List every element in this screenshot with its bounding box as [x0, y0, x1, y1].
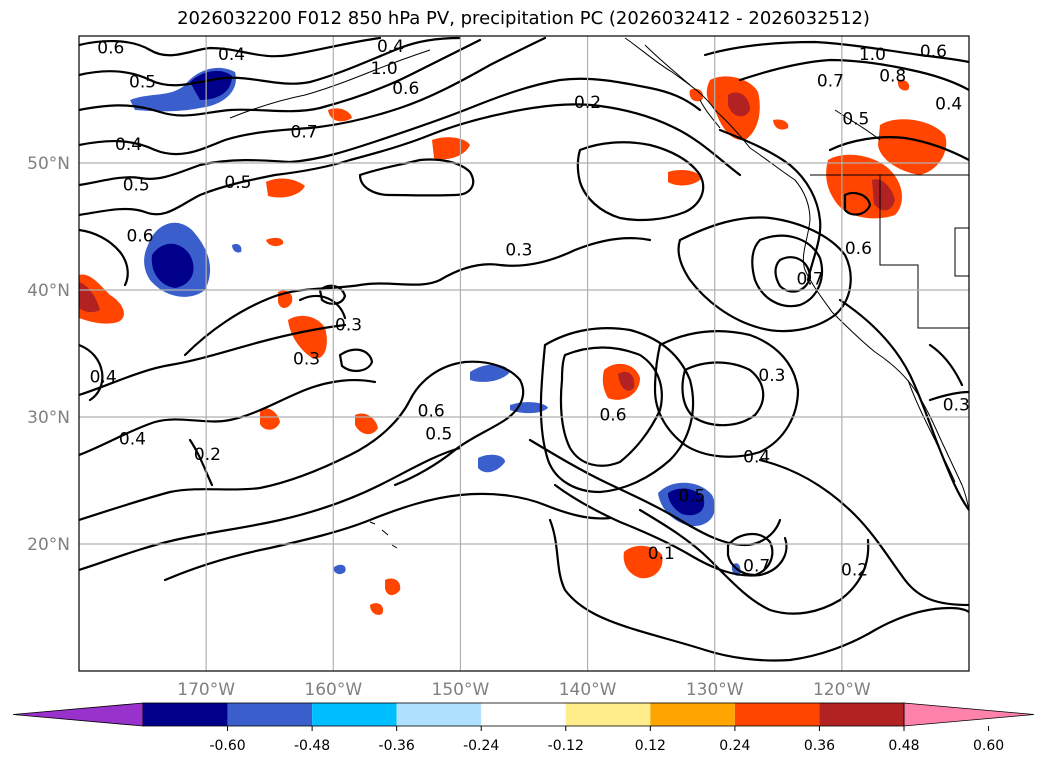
contour-label: 0.7 — [817, 71, 844, 91]
contour-label: 0.2 — [574, 93, 601, 113]
lon-tick-label: 160°W — [304, 680, 362, 700]
colorbar-segment — [481, 703, 566, 726]
colorbar-extend-low — [12, 702, 144, 727]
colorbar-tick-label: 0.48 — [888, 738, 919, 754]
contour-label: 0.7 — [743, 557, 770, 577]
contour-label: 0.7 — [291, 122, 318, 142]
colorbar-tick-label: -0.48 — [294, 738, 330, 754]
contour-labels: 0.6 0.40.50.40.5 0.50.60.70.41.00.60.21.00… — [90, 37, 970, 580]
contour-label: 0.6 — [97, 38, 124, 58]
contour-label: 0.4 — [743, 447, 770, 467]
contour-label: 0.6 — [127, 226, 154, 246]
colorbar-segment — [650, 703, 735, 726]
colorbar-segment — [819, 703, 904, 726]
lat-tick-label: 40°N — [27, 281, 70, 301]
contour-label: 0.4 — [935, 94, 962, 114]
contour-label: 0.8 — [879, 66, 906, 86]
contour-label: 0.6 — [392, 79, 419, 99]
contour-label: 0.4 — [218, 45, 245, 65]
contour-label: 0.2 — [841, 560, 868, 580]
contour-label: 0.5 — [842, 110, 869, 130]
lon-tick-label: 170°W — [177, 680, 235, 700]
contour-label: 0.1 — [648, 544, 675, 564]
colorbar-segment — [565, 703, 651, 726]
map-frame — [78, 35, 970, 672]
lon-tick-label: 150°W — [432, 680, 490, 700]
colorbar-tick-label: 0.24 — [719, 738, 750, 754]
colorbar-outline — [142, 702, 905, 727]
contour-label: 0.5 — [678, 487, 705, 507]
graticule — [79, 36, 969, 671]
longitude-labels: 170°W 160°W 150°W 140°W 130°W 120°W — [177, 680, 871, 700]
latitude-labels: 20°N 30°N 40°N 50°N — [27, 154, 70, 555]
colorbar-tick-label: -0.60 — [209, 738, 245, 754]
lat-tick-label: 20°N — [27, 535, 70, 555]
precip-fill — [79, 67, 947, 615]
lon-tick-label: 140°W — [559, 680, 617, 700]
contour-label: 0.6 — [845, 239, 872, 259]
contour-label: 0.2 — [194, 445, 221, 465]
contour-label: 0.4 — [119, 430, 146, 450]
contour-label: 0.5 — [123, 176, 150, 196]
lon-tick-label: 120°W — [813, 680, 871, 700]
contour-label: 0.3 — [505, 240, 532, 260]
contour-label: 0.6 — [599, 405, 626, 425]
contour-label: 0.4 — [115, 135, 142, 155]
colorbar-tick-label: 0.12 — [635, 738, 666, 754]
lon-tick-label: 130°W — [686, 680, 744, 700]
colorbar-segment — [396, 703, 482, 726]
colorbar-tick-label: 0.60 — [973, 738, 1004, 754]
colorbar-labels: -0.60 -0.48 -0.36 -0.24 -0.12 0.12 0.24 0.36 0.4… — [209, 726, 1004, 754]
contour-label: 0.5 — [129, 73, 156, 93]
colorbar-segment — [143, 703, 228, 726]
colorbar-tick-label: 0.36 — [804, 738, 835, 754]
contour-label: 0.3 — [943, 395, 970, 415]
colorbar-tick-label: -0.12 — [548, 738, 584, 754]
contour-label: 0.7 — [797, 270, 824, 290]
colorbar-extend-high — [903, 702, 1035, 727]
colorbar — [12, 702, 1035, 727]
colorbar-tick-label: -0.24 — [463, 738, 499, 754]
contour-label: 0.6 — [418, 402, 445, 422]
contour-label: 1.0 — [859, 45, 886, 65]
pv-contours — [79, 36, 969, 662]
contour-label: 0.5 — [425, 425, 452, 445]
colorbar-tick-label: -0.36 — [379, 738, 415, 754]
colorbar-segment — [312, 703, 397, 726]
contour-label: 0.3 — [293, 350, 320, 370]
contour-label: 0.5 — [224, 173, 251, 193]
contour-label: 0.6 — [920, 42, 947, 62]
colorbar-segment — [734, 703, 820, 726]
contour-label: 0.4 — [377, 37, 404, 57]
contour-label: 1.0 — [371, 59, 398, 79]
lat-tick-label: 50°N — [27, 154, 70, 174]
contour-label: 0.3 — [758, 366, 785, 386]
contour-label: 0.4 — [90, 367, 117, 387]
map-title: 2026032200 F012 850 hPa PV, precipitatio… — [177, 8, 870, 29]
contour-label: 0.3 — [335, 315, 362, 335]
lat-tick-label: 30°N — [27, 408, 70, 428]
colorbar-segment — [227, 703, 313, 726]
